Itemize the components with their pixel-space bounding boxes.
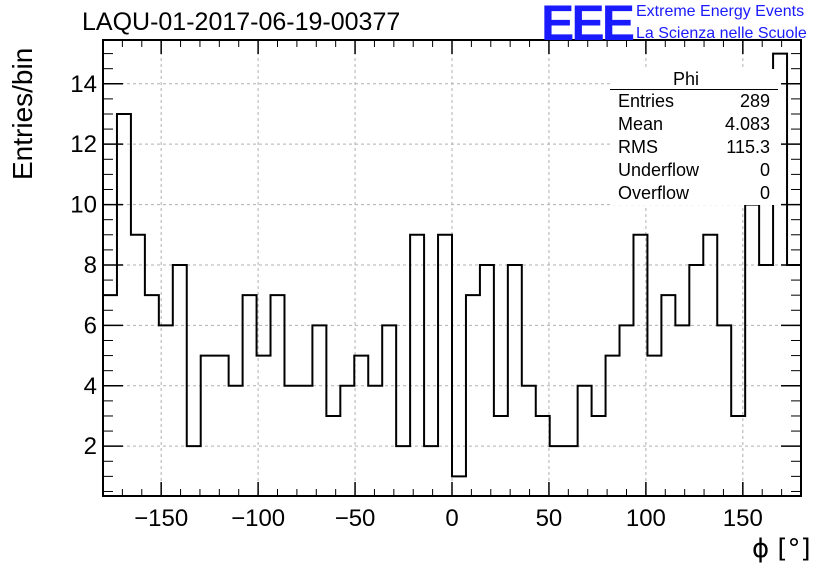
y-axis-label: Entries/bin	[7, 47, 38, 180]
axis-ticks	[102, 40, 802, 496]
tick-labels: −150 −100 −50 0 50 100 150 2 4 6 8 10 12 14	[70, 71, 763, 532]
stats-row: Mean 4.083	[610, 113, 778, 136]
stats-row: Overflow 0	[610, 182, 778, 205]
logo-text-line-1: Extreme Energy Events	[636, 3, 805, 20]
stats-label: Mean	[618, 114, 664, 134]
x-tick-label: 150	[723, 505, 763, 532]
stats-row: Entries 289	[610, 90, 778, 113]
x-tick-label: −50	[335, 505, 376, 532]
stats-value: 4.083	[724, 114, 770, 134]
x-tick-label: 50	[536, 505, 563, 532]
logo-text-line-2: La Scienza nelle Scuole	[636, 25, 807, 42]
x-tick-label: −100	[231, 505, 285, 532]
stats-value: 289	[739, 91, 770, 111]
histogram-step-line	[103, 52, 801, 478]
x-tick-label: 0	[445, 505, 458, 532]
x-tick-label: −150	[134, 505, 188, 532]
stats-row: Underflow 0	[610, 159, 778, 182]
stats-label: Overflow	[618, 183, 690, 203]
stats-value: 0	[759, 183, 770, 203]
y-tick-label: 4	[84, 373, 97, 400]
stats-row: RMS 115.3	[610, 136, 778, 159]
x-axis-label: ϕ [°]	[752, 534, 811, 564]
stats-value: 0	[759, 160, 770, 180]
stats-label: Underflow	[618, 160, 700, 180]
y-tick-label: 6	[84, 312, 97, 339]
run-title: LAQU-01-2017-06-19-00377	[82, 8, 401, 36]
stats-value: 115.3	[726, 137, 770, 157]
eee-logo: EEE	[541, 0, 635, 51]
stats-label: Entries	[618, 91, 675, 111]
y-tick-label: 10	[70, 192, 97, 219]
stats-label: RMS	[618, 137, 658, 157]
y-tick-label: 2	[84, 433, 97, 460]
stats-box: Phi Entries 289 Mean 4.083 RMS 115.3 Underf…	[610, 69, 778, 205]
y-tick-label: 12	[70, 131, 97, 158]
plot-frame	[102, 39, 802, 497]
y-tick-label: 8	[84, 252, 97, 279]
y-tick-label: 14	[70, 71, 97, 98]
stats-title: Phi	[610, 69, 778, 90]
x-tick-label: 100	[626, 505, 666, 532]
